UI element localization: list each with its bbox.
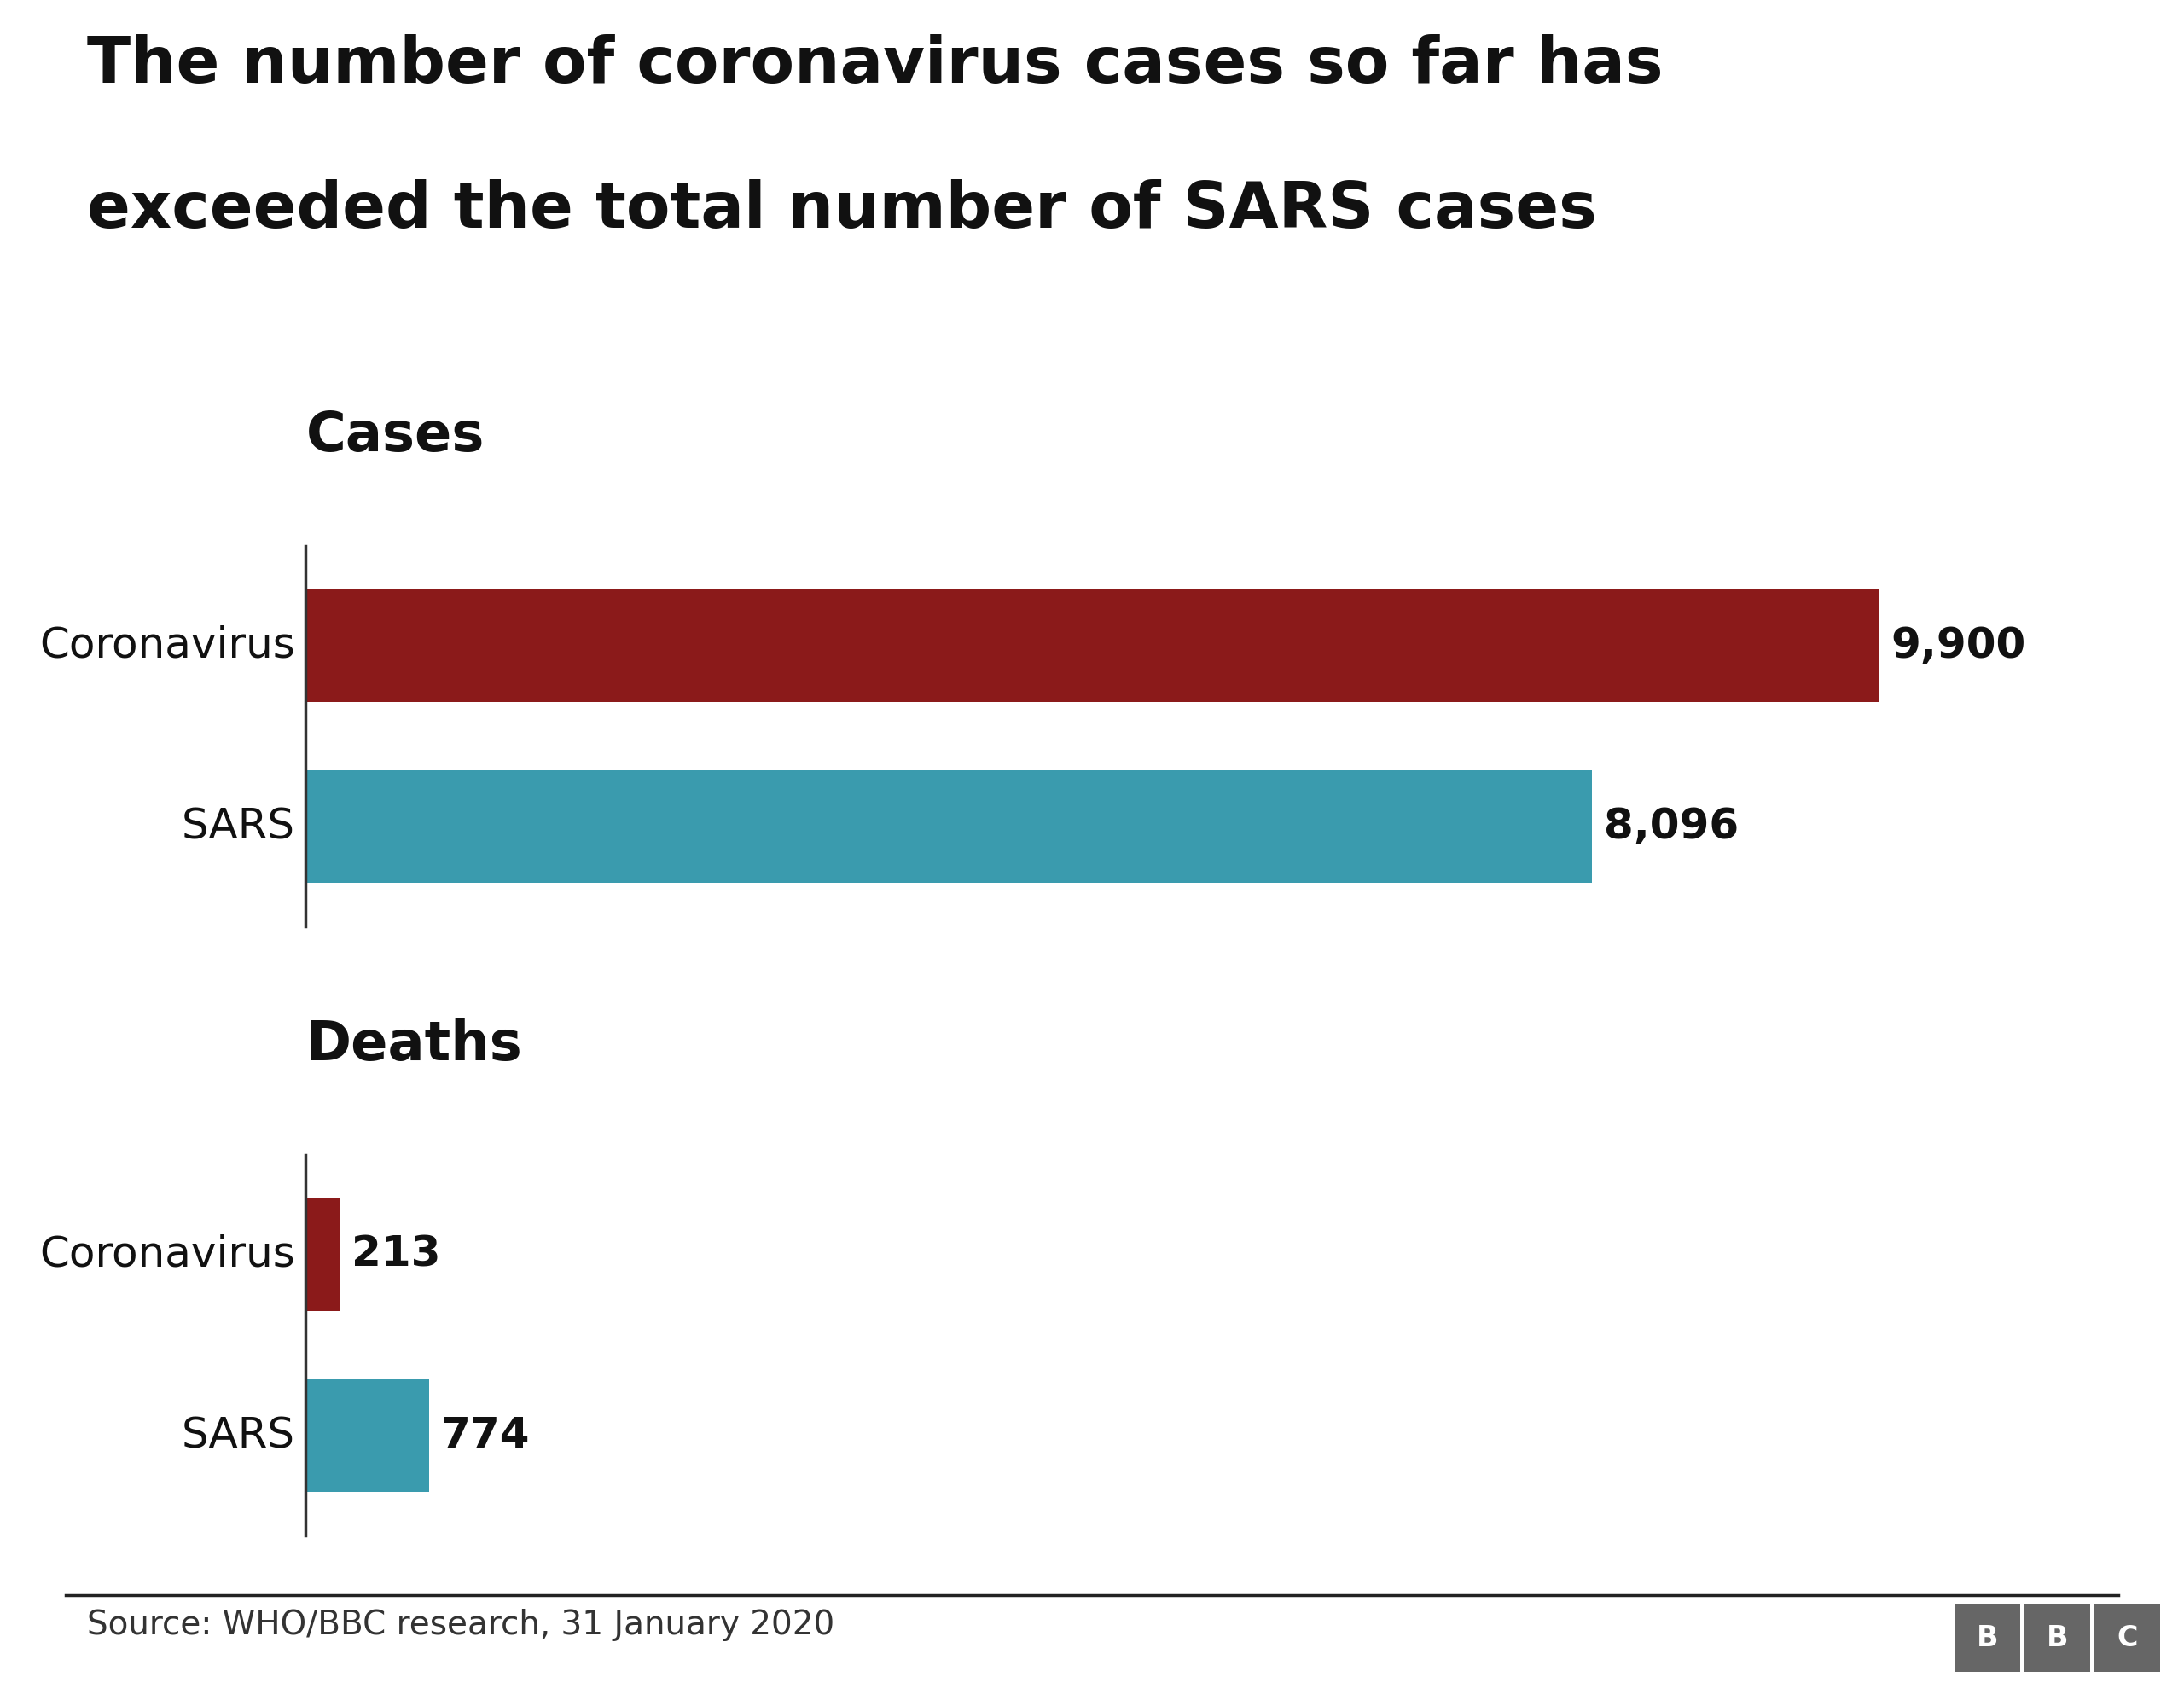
Text: B: B [1977, 1624, 1998, 1651]
Bar [306, 1198, 339, 1310]
Bar [306, 771, 1592, 884]
Text: SARS: SARS [181, 807, 295, 848]
Text: Coronavirus: Coronavirus [39, 1233, 295, 1274]
Text: Source: WHO/BBC research, 31 January 2020: Source: WHO/BBC research, 31 January 202… [87, 1609, 834, 1641]
Text: Deaths: Deaths [306, 1018, 522, 1071]
Text: B: B [2046, 1624, 2068, 1651]
Text: exceeded the total number of SARS cases: exceeded the total number of SARS cases [87, 179, 1597, 241]
Text: 774: 774 [441, 1416, 531, 1457]
Text: SARS: SARS [181, 1416, 295, 1457]
Bar [306, 589, 1878, 701]
Text: 213: 213 [352, 1233, 441, 1274]
Text: 8,096: 8,096 [1603, 807, 1738, 848]
Text: Coronavirus: Coronavirus [39, 624, 295, 665]
Text: 9,900: 9,900 [1891, 624, 2025, 665]
Text: The number of coronavirus cases so far has: The number of coronavirus cases so far h… [87, 34, 1664, 96]
Text: C: C [2116, 1624, 2138, 1651]
Bar [306, 1380, 428, 1493]
Text: Cases: Cases [306, 409, 485, 462]
